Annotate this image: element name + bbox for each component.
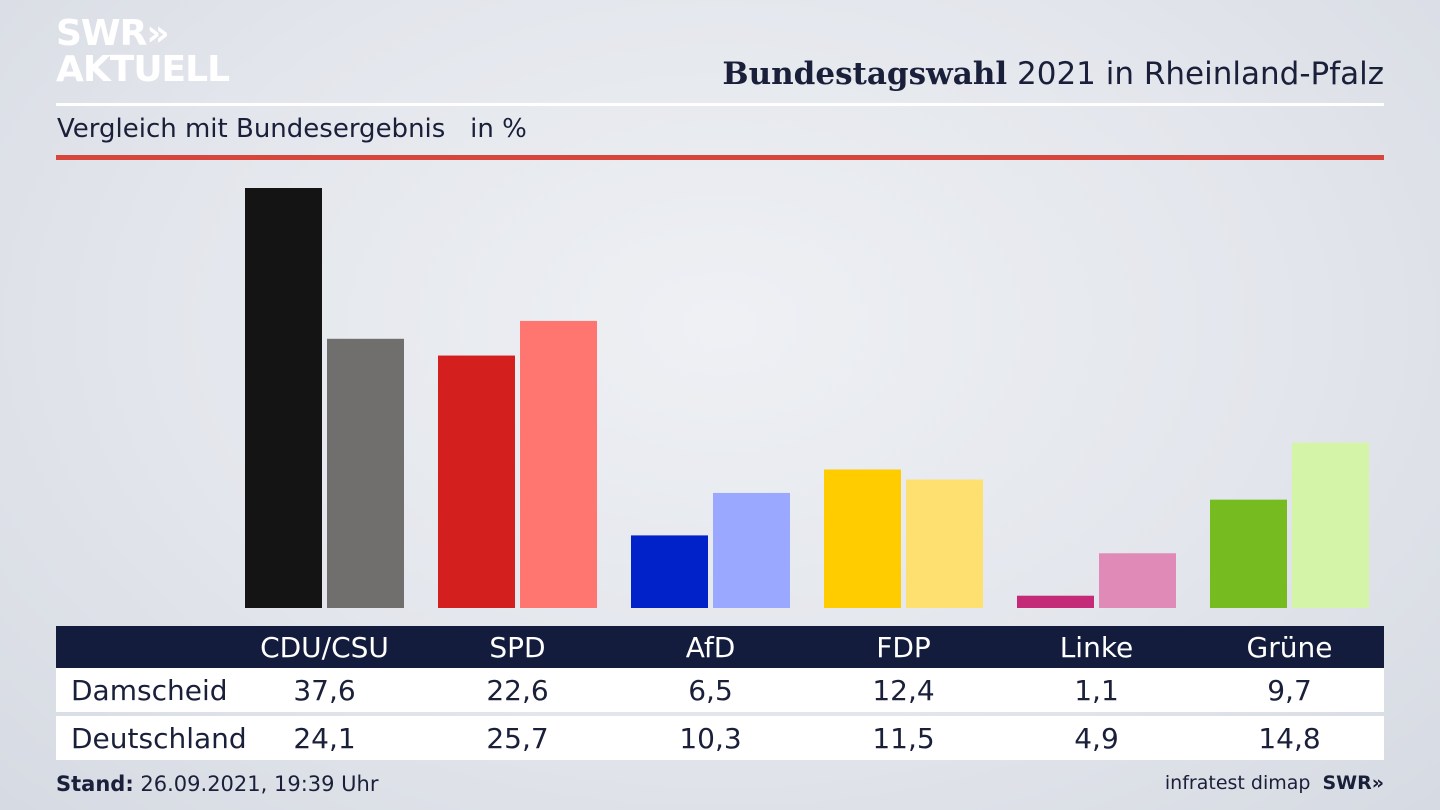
bar-spd-damscheid: [438, 355, 515, 608]
timestamp-value: 26.09.2021, 19:39 Uhr: [133, 772, 379, 796]
bar-fdp-damscheid: [824, 469, 901, 608]
bar-grüne-deutschland: [1292, 442, 1369, 608]
swr-aktuell-logo: SWR» AKTUELL: [56, 13, 230, 90]
header-cell: SPD: [489, 630, 546, 664]
value-cell: 6,5: [688, 673, 733, 707]
accent-divider: [56, 155, 1384, 160]
value-cell: 22,6: [486, 673, 549, 707]
row-label: Deutschland: [71, 721, 247, 755]
chart-title: Bundestagswahl 2021 in Rheinland-Pfalz: [722, 56, 1384, 92]
value-cell: 4,9: [1074, 721, 1119, 755]
timestamp: Stand: 26.09.2021, 19:39 Uhr: [56, 772, 379, 796]
bar-afd-damscheid: [631, 535, 708, 608]
bar-linke-damscheid: [1017, 595, 1094, 608]
results-table: CDU/CSU SPD AfD FDP Linke Grüne Damschei…: [56, 626, 1384, 760]
value-cell: 9,7: [1267, 673, 1312, 707]
chart-title-bold: Bundestagswahl: [722, 56, 1008, 92]
value-cell: 24,1: [293, 721, 356, 755]
value-cell: 12,4: [872, 673, 935, 707]
bar-grüne-damscheid: [1210, 499, 1287, 608]
header-cell: AfD: [685, 630, 736, 664]
bar-afd-deutschland: [713, 492, 790, 608]
swr-brand: SWR»: [1322, 772, 1384, 794]
bar-fdp-deutschland: [906, 479, 983, 608]
row-label: Damscheid: [71, 673, 228, 707]
header-cell: Linke: [1059, 630, 1134, 664]
title-divider: [56, 103, 1384, 106]
chart-title-rest: 2021 in Rheinland-Pfalz: [1007, 56, 1384, 92]
value-cell: 1,1: [1074, 673, 1119, 707]
chart-subtitle: Vergleich mit Bundesergebnis in %: [57, 114, 527, 144]
bar-cdu-csu-damscheid: [245, 188, 322, 608]
bar-spd-deutschland: [520, 320, 597, 608]
value-cell: 11,5: [872, 721, 935, 755]
table-row: Damscheid 37,6 22,6 6,5 12,4 1,1 9,7: [56, 668, 1384, 712]
value-cell: 25,7: [486, 721, 549, 755]
header-cell: CDU/CSU: [260, 630, 389, 664]
timestamp-label: Stand:: [56, 772, 134, 796]
source-credit: infratest dimap SWR»: [1165, 772, 1384, 794]
bar-linke-deutschland: [1099, 553, 1176, 608]
value-cell: 10,3: [679, 721, 742, 755]
logo-line-1: SWR»: [56, 13, 170, 54]
bar-chart: [245, 188, 1369, 608]
value-cell: 37,6: [293, 673, 356, 707]
source-name: infratest dimap: [1164, 772, 1311, 794]
header-cell: Grüne: [1246, 630, 1333, 664]
logo-line-2: AKTUELL: [56, 49, 230, 90]
header-cell: FDP: [876, 630, 931, 664]
table-header-row: CDU/CSU SPD AfD FDP Linke Grüne: [56, 626, 1384, 668]
bar-cdu-csu-deutschland: [327, 338, 404, 608]
value-cell: 14,8: [1258, 721, 1321, 755]
table-row: Deutschland 24,1 25,7 10,3 11,5 4,9 14,8: [56, 716, 1384, 760]
